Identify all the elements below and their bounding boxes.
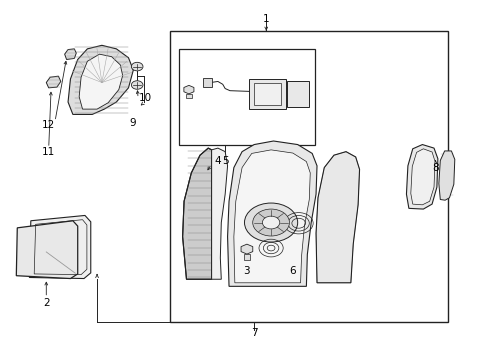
Text: 1: 1 [263, 14, 269, 24]
Text: 2: 2 [43, 298, 49, 309]
Text: 5: 5 [222, 156, 228, 166]
Bar [179, 49, 314, 145]
Circle shape [244, 203, 297, 242]
Polygon shape [211, 148, 227, 279]
Text: 8: 8 [431, 163, 438, 172]
Circle shape [131, 81, 142, 89]
Polygon shape [183, 85, 194, 94]
Text: 6: 6 [289, 266, 296, 276]
Polygon shape [406, 145, 437, 209]
Text: 12: 12 [42, 120, 55, 130]
Bar [203, 78, 212, 87]
Polygon shape [46, 76, 61, 88]
Text: 9: 9 [129, 118, 135, 128]
Circle shape [262, 216, 279, 229]
Polygon shape [182, 148, 211, 279]
Text: 4: 4 [214, 156, 221, 166]
Text: 10: 10 [139, 94, 152, 103]
Polygon shape [233, 150, 309, 283]
Bar [286, 81, 308, 107]
Polygon shape [68, 45, 133, 114]
Polygon shape [438, 151, 454, 200]
Text: 11: 11 [42, 147, 55, 157]
Circle shape [131, 62, 142, 71]
Polygon shape [410, 149, 434, 205]
Polygon shape [241, 244, 252, 254]
Polygon shape [243, 254, 250, 260]
Text: 3: 3 [243, 266, 250, 276]
Polygon shape [79, 54, 122, 109]
Polygon shape [29, 215, 91, 279]
Bar [254, 83, 280, 105]
Polygon shape [16, 221, 78, 279]
Bar [169, 31, 447, 322]
Text: 7: 7 [250, 328, 257, 338]
Polygon shape [315, 152, 359, 283]
Polygon shape [185, 94, 191, 99]
Circle shape [252, 209, 289, 236]
Polygon shape [64, 49, 76, 59]
Bar [249, 79, 285, 109]
Polygon shape [227, 141, 316, 286]
